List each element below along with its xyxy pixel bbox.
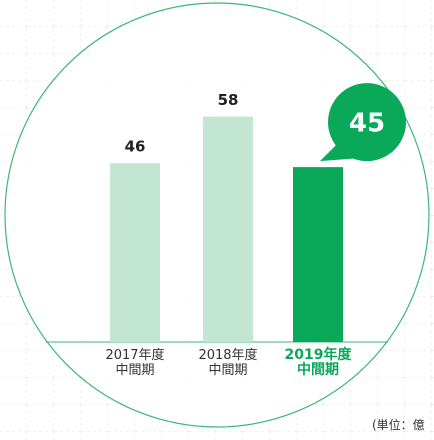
unit-label: (単位：億 xyxy=(372,418,425,432)
bar xyxy=(110,163,160,342)
x-tick-label: 2018年度 中間期 xyxy=(198,348,258,378)
callout-tail xyxy=(320,144,359,162)
callout-bubble xyxy=(328,83,406,162)
x-tick-label: 2019年度 中間期 xyxy=(284,347,352,378)
bar xyxy=(203,116,253,342)
value-label: 58 xyxy=(218,91,239,109)
value-label: 46 xyxy=(125,138,146,156)
x-tick-label: 2017年度 中間期 xyxy=(105,348,165,378)
bar xyxy=(293,167,343,342)
value-label: 45 xyxy=(349,109,385,139)
